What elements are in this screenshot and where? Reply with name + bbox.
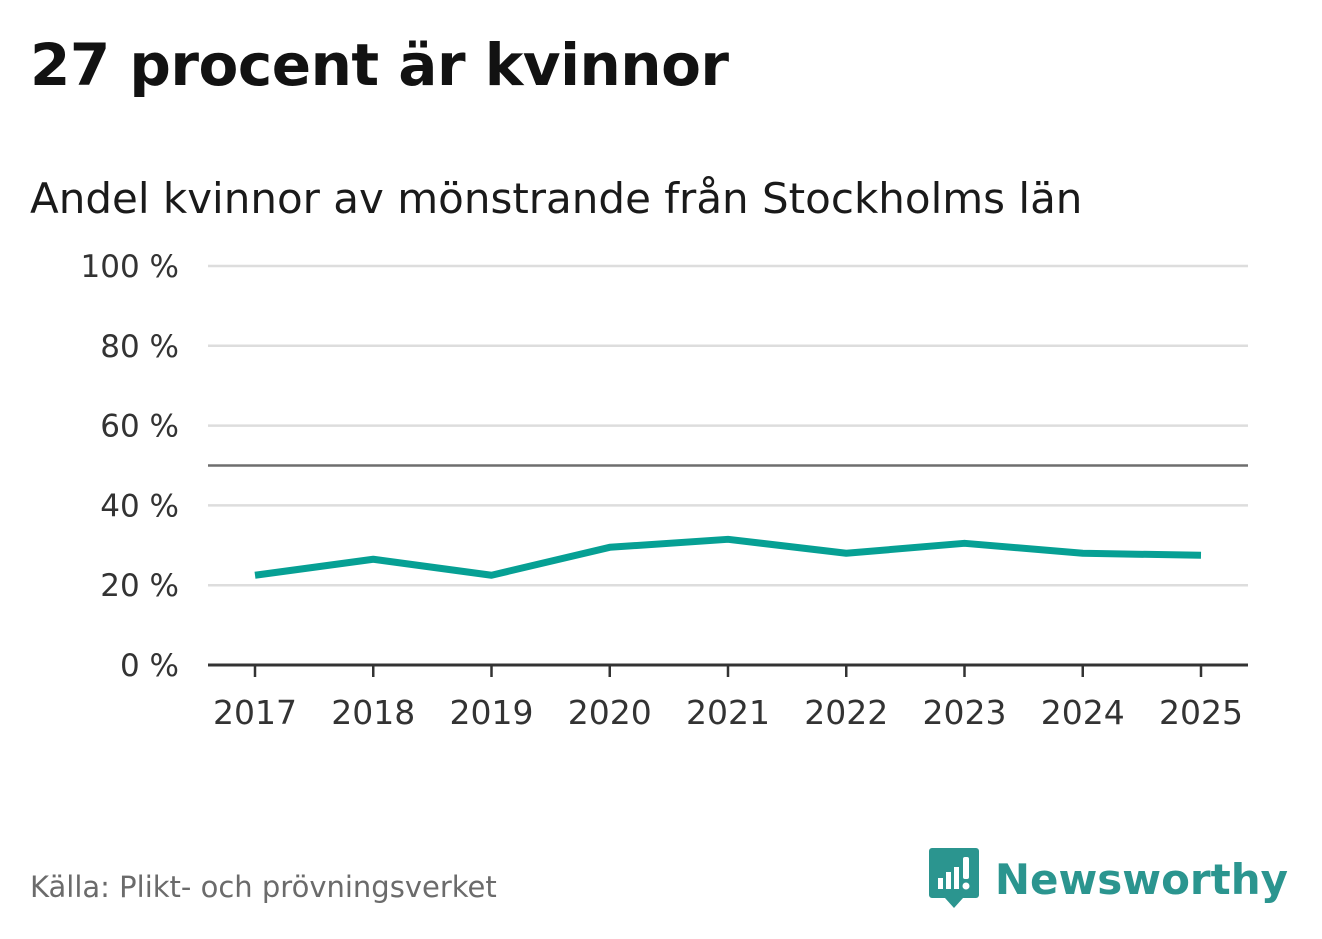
x-tick-label: 2018	[331, 693, 415, 732]
x-tick-label: 2024	[1041, 693, 1125, 732]
y-tick-label: 60 %	[100, 409, 179, 445]
x-tick-label: 2019	[450, 693, 534, 732]
y-tick-label: 40 %	[100, 488, 179, 524]
chart-subtitle: Andel kvinnor av mönstrande från Stockho…	[30, 174, 1083, 223]
line-chart: 0 % 20 % 40 % 60 % 80 % 100 % 2017 2018 2019 2020…	[81, 249, 1248, 732]
x-tick-label: 2023	[923, 693, 1007, 732]
x-tick-label: 2022	[804, 693, 888, 732]
source-note: Källa: Plikt- och prövningsverket	[30, 870, 497, 904]
series-line	[254, 535, 1202, 579]
y-tick-label: 20 %	[100, 568, 179, 604]
newsworthy-brand[interactable]: Newsworthy	[928, 848, 1288, 910]
x-tick-label: 2025	[1159, 693, 1243, 732]
brand-name: Newsworthy	[994, 854, 1288, 904]
newsworthy-logo-icon	[928, 848, 979, 908]
chart-title: 27 procent är kvinnor	[30, 31, 729, 99]
x-tick-label: 2017	[213, 693, 297, 732]
y-tick-label: 80 %	[100, 329, 179, 365]
x-tick-label: 2021	[686, 693, 770, 732]
x-tick-label: 2020	[568, 693, 652, 732]
y-tick-label: 0 %	[120, 648, 179, 684]
y-tick-label: 100 %	[81, 249, 179, 285]
